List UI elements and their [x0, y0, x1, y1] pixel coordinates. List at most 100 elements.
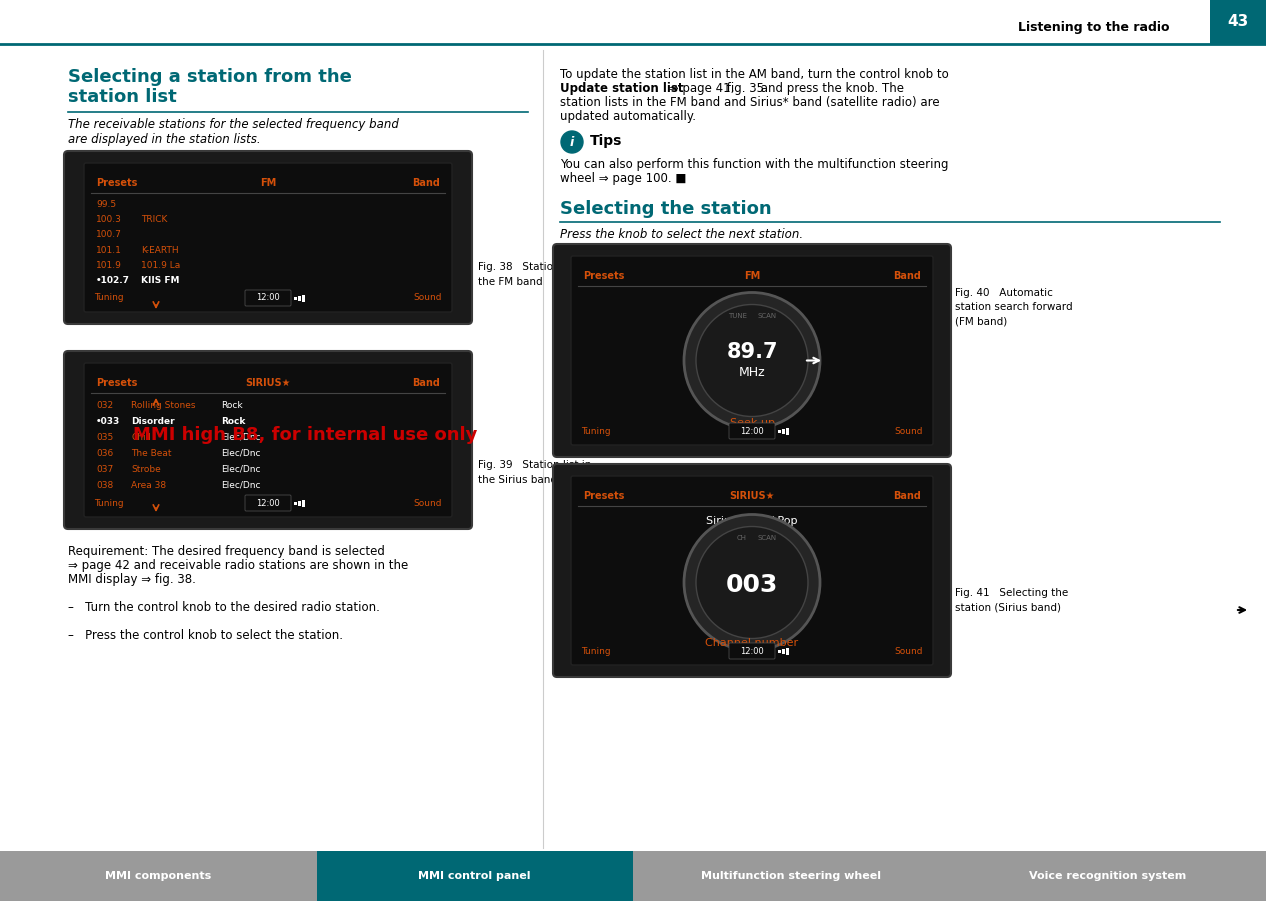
Text: Chill: Chill — [130, 432, 151, 441]
Text: Sound: Sound — [414, 294, 442, 303]
Text: 12:00: 12:00 — [256, 498, 280, 507]
Text: i: i — [570, 135, 573, 149]
Text: Band: Band — [893, 271, 920, 281]
Text: TUNE: TUNE — [728, 314, 747, 320]
Text: station lists in the FM band and Sirius* band (satellite radio) are: station lists in the FM band and Sirius*… — [560, 96, 939, 109]
Text: Selecting the station: Selecting the station — [560, 200, 771, 218]
Text: 038: 038 — [96, 480, 113, 489]
Text: 100.3: 100.3 — [96, 215, 122, 224]
Text: ⇒ page 41,: ⇒ page 41, — [665, 82, 734, 95]
Text: Rock: Rock — [222, 416, 246, 425]
Text: Band: Band — [413, 178, 441, 188]
Text: CH: CH — [737, 535, 747, 542]
FancyBboxPatch shape — [84, 163, 452, 312]
Text: Fig. 39   Station list in: Fig. 39 Station list in — [479, 460, 591, 470]
Text: Press the knob to select the next station.: Press the knob to select the next statio… — [560, 228, 803, 241]
Text: Fig. 40   Automatic: Fig. 40 Automatic — [955, 288, 1053, 298]
Text: 89.7: 89.7 — [727, 342, 777, 362]
Circle shape — [684, 514, 820, 651]
Text: –   Press the control knob to select the station.: – Press the control knob to select the s… — [68, 629, 343, 642]
FancyBboxPatch shape — [571, 476, 933, 665]
FancyBboxPatch shape — [553, 464, 951, 677]
Bar — [294, 502, 296, 505]
Text: 89.7: 89.7 — [737, 298, 767, 311]
Bar — [950, 851, 1266, 901]
Text: SCAN: SCAN — [757, 314, 776, 320]
Text: Disorder: Disorder — [130, 416, 175, 425]
Bar — [786, 427, 789, 434]
FancyBboxPatch shape — [246, 290, 291, 306]
Text: Update station list: Update station list — [560, 82, 684, 95]
Text: SIRIUS★: SIRIUS★ — [246, 378, 291, 388]
Text: 035: 035 — [96, 432, 113, 441]
Bar — [0, 851, 316, 901]
Text: SCAN: SCAN — [757, 535, 776, 542]
Bar — [1210, 0, 1266, 44]
Text: FM: FM — [260, 178, 276, 188]
Text: Tuning: Tuning — [581, 647, 610, 656]
Text: Elec/Dnc: Elec/Dnc — [222, 465, 261, 474]
Text: Presets: Presets — [96, 378, 138, 388]
Text: Elec/Dnc: Elec/Dnc — [222, 449, 261, 458]
Text: Band: Band — [413, 378, 441, 388]
Bar — [782, 649, 785, 653]
Text: 100.7: 100.7 — [96, 231, 122, 240]
Text: Fig. 38   Station list in: Fig. 38 Station list in — [479, 262, 591, 272]
Text: Fig. 41   Selecting the: Fig. 41 Selecting the — [955, 588, 1069, 598]
FancyBboxPatch shape — [729, 423, 775, 439]
Text: Band: Band — [893, 491, 920, 501]
Text: are displayed in the station lists.: are displayed in the station lists. — [68, 133, 261, 146]
Text: 003: 003 — [725, 572, 779, 596]
Bar — [633, 851, 950, 901]
Text: •033: •033 — [96, 416, 120, 425]
Text: the Sirius band: the Sirius band — [479, 475, 557, 485]
Text: the FM band: the FM band — [479, 277, 543, 287]
Text: Elec/Dnc: Elec/Dnc — [222, 480, 261, 489]
FancyBboxPatch shape — [65, 151, 472, 324]
Text: –   Turn the control knob to the desired radio station.: – Turn the control knob to the desired r… — [68, 601, 380, 614]
Text: Sirius Love / Pop: Sirius Love / Pop — [706, 516, 798, 526]
Text: Sound: Sound — [895, 647, 923, 656]
Text: Tuning: Tuning — [94, 498, 124, 507]
Text: K-EARTH: K-EARTH — [141, 246, 179, 255]
Text: 037: 037 — [96, 465, 113, 474]
Bar — [782, 429, 785, 433]
Text: Tuning: Tuning — [581, 426, 610, 435]
FancyBboxPatch shape — [65, 351, 472, 529]
Text: 12:00: 12:00 — [741, 426, 763, 435]
Text: Rolling Stones: Rolling Stones — [130, 401, 195, 409]
Text: station (Sirius band): station (Sirius band) — [955, 602, 1061, 612]
Text: KIIS FM: KIIS FM — [141, 276, 180, 285]
Text: You can also perform this function with the multifunction steering: You can also perform this function with … — [560, 158, 948, 171]
FancyBboxPatch shape — [246, 495, 291, 511]
Text: Requirement: The desired frequency band is selected: Requirement: The desired frequency band … — [68, 545, 385, 558]
Text: Seek up: Seek up — [729, 418, 775, 428]
Circle shape — [696, 526, 808, 639]
Text: •102.7: •102.7 — [96, 276, 130, 285]
Text: SIRIUS★: SIRIUS★ — [729, 491, 775, 501]
FancyBboxPatch shape — [571, 256, 933, 445]
Text: ⇒ page 42 and receivable radio stations are shown in the: ⇒ page 42 and receivable radio stations … — [68, 559, 408, 572]
Text: Rock: Rock — [222, 401, 243, 409]
Text: MMI components: MMI components — [105, 871, 211, 881]
Text: Multifunction steering wheel: Multifunction steering wheel — [701, 871, 881, 881]
Bar — [303, 295, 305, 302]
Text: FM: FM — [744, 271, 760, 281]
Text: Presets: Presets — [96, 178, 138, 188]
Text: Tips: Tips — [590, 134, 623, 148]
Text: 43: 43 — [1227, 14, 1248, 30]
Circle shape — [696, 305, 808, 416]
Text: (FM band): (FM band) — [955, 316, 1008, 326]
Bar — [779, 650, 781, 652]
Text: The Beat: The Beat — [130, 449, 171, 458]
Text: To update the station list in the AM band, turn the control knob to: To update the station list in the AM ban… — [560, 68, 948, 81]
Text: Elec/Dnc: Elec/Dnc — [222, 432, 261, 441]
Text: 101.9: 101.9 — [96, 260, 122, 269]
Circle shape — [684, 293, 820, 429]
Text: Voice recognition system: Voice recognition system — [1029, 871, 1186, 881]
Bar — [303, 499, 305, 506]
Text: MMI display ⇒ fig. 38.: MMI display ⇒ fig. 38. — [68, 573, 196, 586]
Bar — [298, 296, 300, 301]
Text: Presets: Presets — [584, 491, 624, 501]
Text: Channel number: Channel number — [705, 638, 799, 648]
